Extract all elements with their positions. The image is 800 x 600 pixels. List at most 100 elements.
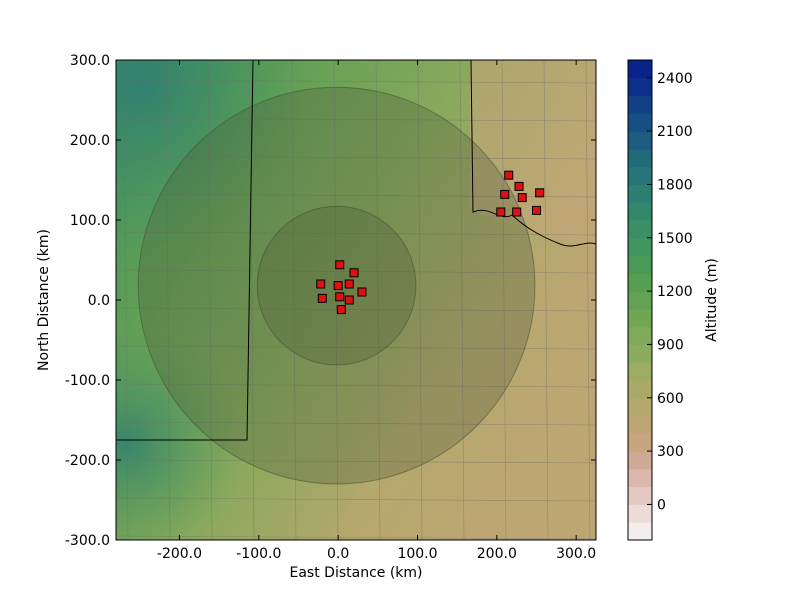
- colorbar-tick-label: 1800: [657, 177, 693, 193]
- altitude-colorbar: [628, 60, 652, 541]
- station-marker: [344, 279, 354, 289]
- county-line-horizontal: [116, 345, 596, 350]
- y-tick-label: 300.0: [70, 53, 110, 69]
- y-axis-label: North Distance (km): [36, 229, 52, 371]
- colorbar-segment: [628, 291, 652, 310]
- county-line-vertical: [291, 60, 297, 540]
- county-line-horizontal: [116, 497, 596, 502]
- colorbar-tick-label: 1500: [657, 231, 693, 247]
- station-marker: [535, 188, 545, 198]
- colorbar-segment: [628, 202, 652, 221]
- colorbar-tick-label: 2100: [657, 124, 693, 140]
- colorbar-segment: [628, 166, 652, 185]
- colorbar-frame: [627, 59, 653, 541]
- colorbar-segment: [628, 95, 652, 114]
- colorbar-segment: [628, 148, 652, 168]
- x-tick-label: 100.0: [397, 546, 437, 562]
- colorbar-segment: [628, 397, 652, 417]
- y-tick-label: 200.0: [70, 133, 110, 149]
- colorbar-segment: [628, 362, 652, 381]
- x-tick-label: 300.0: [556, 546, 596, 562]
- colorbar-segment: [628, 273, 652, 292]
- colorbar-segment: [628, 113, 652, 132]
- colorbar-tick-label: 0: [657, 497, 666, 513]
- colorbar-segment: [628, 184, 652, 203]
- colorbar-segment: [628, 380, 652, 399]
- y-axis: 300.0 200.0 100.0 0.0 -100.0 -200.0 -300.0: [65, 53, 596, 549]
- county-line-vertical: [207, 60, 213, 540]
- county-line-horizontal: [116, 117, 596, 122]
- terrain-lowland-northeast: [470, 60, 596, 250]
- map-plot-area: [116, 60, 596, 540]
- colorbar-tick-label: 300: [657, 444, 684, 460]
- x-tick-label: -100.0: [236, 546, 281, 562]
- county-line-horizontal: [116, 535, 596, 540]
- county-line-horizontal: [116, 79, 596, 84]
- county-line-vertical: [165, 60, 171, 540]
- county-line-vertical: [249, 60, 255, 540]
- colorbar-label: Altitude (m): [704, 258, 720, 342]
- colorbar-segment: [628, 486, 652, 505]
- colorbar-segment: [628, 308, 652, 328]
- county-line-horizontal: [116, 155, 596, 160]
- station-marker: [496, 207, 506, 217]
- colorbar-tick-label: 2400: [657, 71, 693, 87]
- x-tick-label: -200.0: [157, 546, 202, 562]
- colorbar-segment: [628, 433, 652, 452]
- colorbar-segment: [628, 344, 652, 363]
- colorbar-segment: [628, 77, 652, 97]
- colorbar-ticks: 2400 2100 1800 1500 1200 900 600 300 0: [647, 71, 693, 513]
- county-line-vertical: [459, 60, 465, 540]
- station-markers: [316, 170, 545, 315]
- colorbar-segment: [628, 522, 652, 541]
- colorbar-tick-label: 900: [657, 337, 684, 353]
- colorbar-segment: [628, 504, 652, 523]
- station-marker: [333, 281, 343, 291]
- colorbar-segment: [628, 131, 652, 150]
- station-marker: [335, 260, 345, 270]
- colorbar-segment: [628, 237, 652, 257]
- station-marker: [349, 268, 359, 278]
- y-tick-label: -300.0: [65, 533, 110, 549]
- colorbar-segment: [628, 415, 652, 434]
- station-marker: [316, 279, 326, 289]
- station-marker: [357, 287, 367, 297]
- colorbar-segment: [628, 60, 652, 79]
- state-boundaries: [116, 60, 596, 441]
- colorbar-tick-label: 1200: [657, 284, 693, 300]
- colorbar-segment: [628, 255, 652, 274]
- county-line-horizontal: [116, 193, 596, 198]
- station-marker: [512, 207, 522, 217]
- colorbar-segment: [628, 468, 652, 488]
- colorbar-tick-label: 600: [657, 391, 684, 407]
- colorbar-segment: [628, 220, 652, 239]
- county-line-horizontal: [116, 307, 596, 312]
- station-marker: [514, 181, 524, 191]
- county-line-horizontal: [116, 421, 596, 426]
- colorbar-segment: [628, 326, 652, 345]
- county-line-horizontal: [116, 459, 596, 464]
- colorbar-segment: [628, 451, 652, 470]
- x-axis-label: East Distance (km): [290, 565, 423, 581]
- y-tick-label: 100.0: [70, 213, 110, 229]
- y-tick-label: -100.0: [65, 373, 110, 389]
- station-marker: [335, 292, 345, 302]
- county-line-vertical: [585, 60, 591, 540]
- state-border-west: [116, 60, 254, 441]
- x-tick-label: 0.0: [327, 546, 349, 562]
- station-marker: [317, 293, 327, 303]
- county-line-vertical: [543, 60, 549, 540]
- station-marker: [504, 170, 514, 180]
- county-line-vertical: [501, 60, 507, 540]
- county-line-horizontal: [116, 383, 596, 388]
- county-line-vertical: [375, 60, 381, 540]
- county-line-horizontal: [116, 231, 596, 236]
- station-marker: [344, 295, 354, 305]
- station-marker: [336, 305, 346, 315]
- state-border-northeast: [470, 60, 596, 247]
- x-axis: -200.0 -100.0 0.0 100.0 200.0 300.0: [157, 60, 596, 562]
- station-marker: [500, 189, 510, 199]
- x-tick-label: 200.0: [477, 546, 517, 562]
- county-line-vertical: [417, 60, 423, 540]
